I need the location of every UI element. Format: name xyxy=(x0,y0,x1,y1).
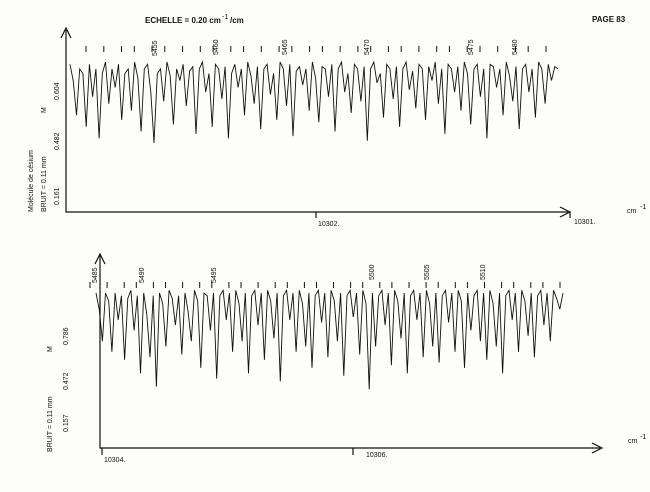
panel1-line-markers xyxy=(85,46,547,52)
panel2-ytick-2: 0.472 xyxy=(63,372,70,390)
panel1-noise-label: BRUIT = 0.11 mm xyxy=(41,156,48,212)
panel2-xunit: cm xyxy=(628,438,638,445)
panel2-ytick-1: 0.786 xyxy=(63,327,70,345)
panel2-ytick-3: 0.157 xyxy=(63,414,70,432)
page-label: PAGE 83 xyxy=(592,15,626,24)
panel1-line-number-5: 5475 xyxy=(468,39,475,55)
panel1-molecule-label: Molécule de césium xyxy=(28,150,35,212)
scale-label: ECHELLE = 0.20 cm xyxy=(145,16,221,25)
panel2-axes xyxy=(99,255,600,449)
panel2-noise-label: BRUIT = 0.11 mm xyxy=(47,396,54,452)
panel1-ytick-2: 0.482 xyxy=(54,132,61,150)
panel2-line-number-3: 5495 xyxy=(211,267,218,283)
panel1-axes xyxy=(65,30,568,213)
panel1-ytick-1: 0.604 xyxy=(54,82,61,100)
spectrum-panel-2: 10304. 10306. cm -1 BRUIT = 0.11 mm M 0.… xyxy=(47,252,646,464)
panel2-xtick-2: 10306. xyxy=(366,452,387,459)
panel1-line-number-1: 5455 xyxy=(152,40,159,56)
panel1-line-number-3: 5465 xyxy=(282,39,289,55)
panel2-trace xyxy=(95,288,564,390)
spectrum-trace-line xyxy=(69,60,559,144)
panel1-line-number-2: 5460 xyxy=(213,39,220,55)
panel2-xunit-exp: -1 xyxy=(640,434,646,441)
panel2-xtick-1: 10304. xyxy=(104,457,125,464)
panel1-trace xyxy=(69,60,559,144)
scale-exponent: -1 xyxy=(222,14,228,21)
panel1-xunit-exp: -1 xyxy=(640,204,646,211)
panel1-ytick-3: 0.161 xyxy=(54,187,61,205)
spectrum-panel-1: 10302. 10301. cm -1 Molécule de césium B… xyxy=(28,26,646,228)
panel2-scale-marker: M xyxy=(47,346,54,352)
panel2-line-number-1: 5485 xyxy=(92,267,99,283)
panel2-line-number-4: 5500 xyxy=(369,264,376,280)
scale-unit: /cm xyxy=(230,16,244,25)
spectrum-trace-line xyxy=(95,288,564,390)
panel1-xtick-1: 10302. xyxy=(318,221,339,228)
panel2-line-number-2: 5490 xyxy=(139,267,146,283)
panel1-scale-marker: M xyxy=(41,107,48,113)
panel1-xunit: cm xyxy=(627,208,637,215)
panel2-line-number-6: 5510 xyxy=(480,264,487,280)
panel2-line-markers xyxy=(89,282,561,288)
panel2-line-number-5: 5505 xyxy=(424,264,431,280)
panel1-line-number-4: 5470 xyxy=(364,39,371,55)
panel2-x-arrow xyxy=(591,442,604,454)
panel2-y-arrow xyxy=(94,252,106,265)
panel1-y-arrow xyxy=(60,26,72,39)
panel1-xtick-2: 10301. xyxy=(574,219,595,226)
